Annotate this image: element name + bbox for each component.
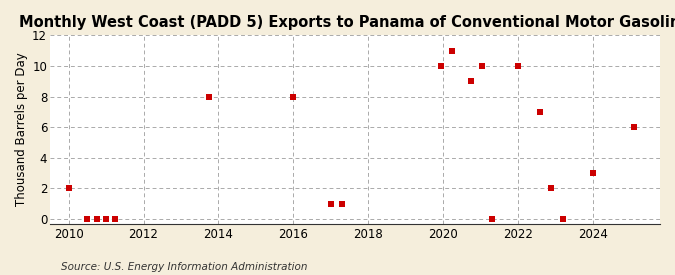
Y-axis label: Thousand Barrels per Day: Thousand Barrels per Day [15, 53, 28, 206]
Text: Source: U.S. Energy Information Administration: Source: U.S. Energy Information Administ… [61, 262, 307, 272]
Title: Monthly West Coast (PADD 5) Exports to Panama of Conventional Motor Gasoline: Monthly West Coast (PADD 5) Exports to P… [20, 15, 675, 30]
